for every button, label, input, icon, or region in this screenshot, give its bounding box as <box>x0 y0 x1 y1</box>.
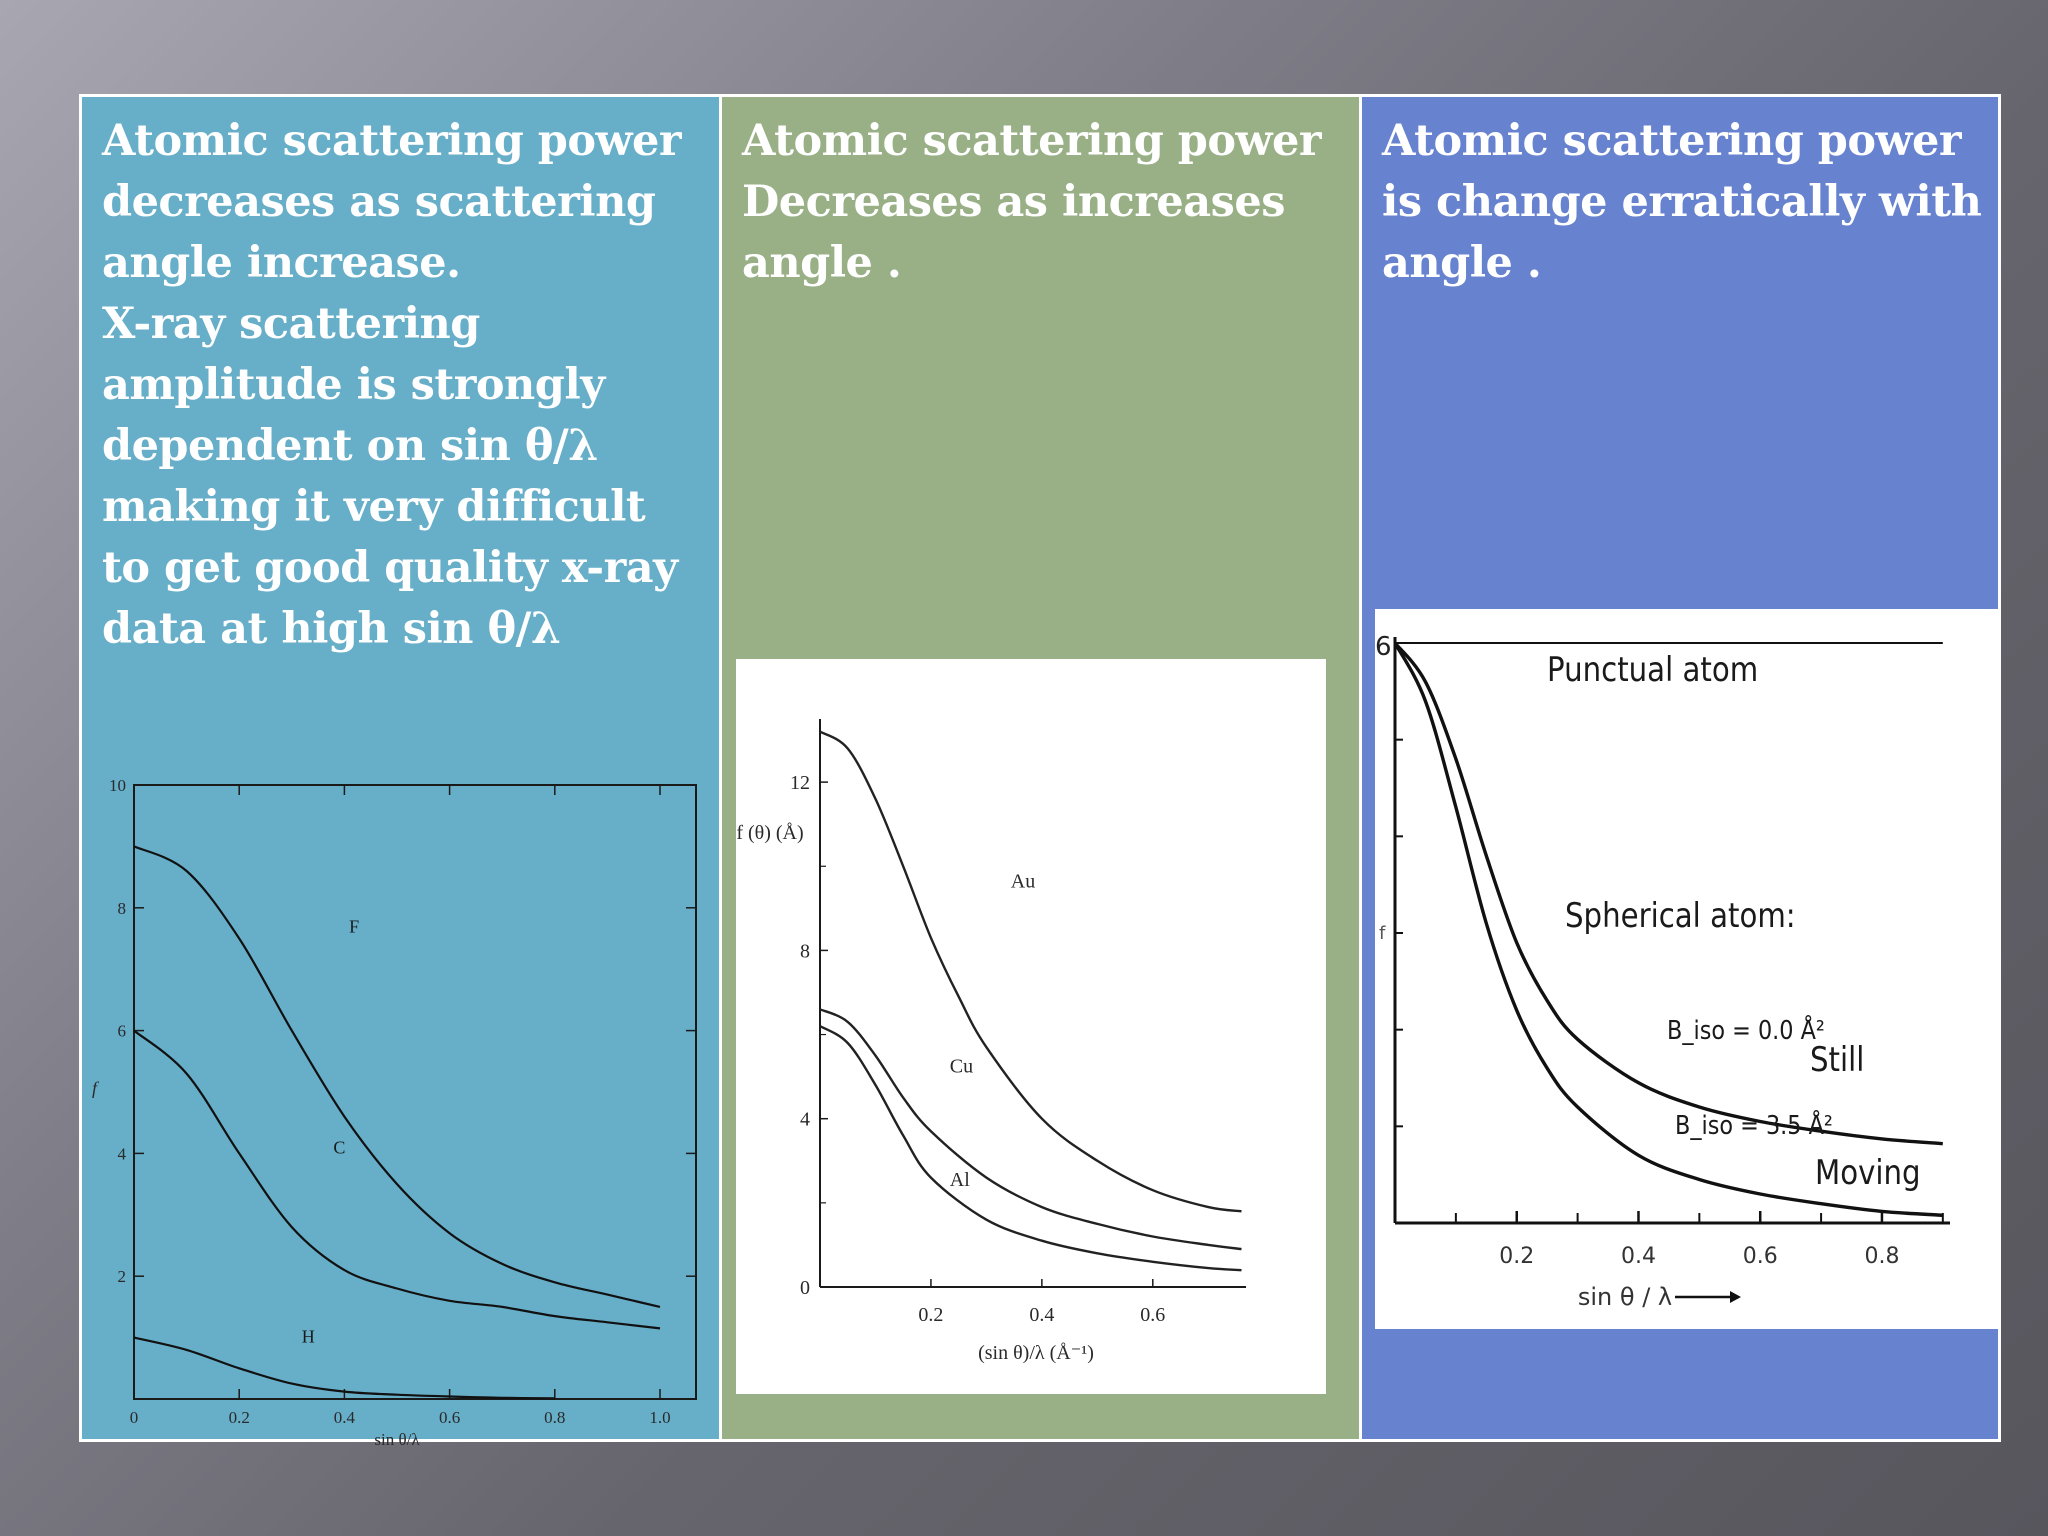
series-line-still <box>1393 641 1943 1146</box>
text-line: Atomic scattering power <box>742 116 1322 166</box>
y-tick-label: 6 <box>118 1022 127 1041</box>
series-line-F <box>133 845 661 1308</box>
y-tick-label: 4 <box>118 1144 127 1163</box>
column-1-text: Atomic scattering power decreases as sca… <box>102 111 709 660</box>
x-tick-label: 0 <box>130 1408 139 1427</box>
x-tick-label: 0.2 <box>229 1408 250 1427</box>
annotation-spherical-atom: Spherical atom: <box>1565 897 1796 936</box>
series-line-Al <box>819 1025 1242 1272</box>
y-axis-label: f <box>1379 923 1386 944</box>
x-tick-label: 0.8 <box>1864 1244 1899 1269</box>
x-axis-label: sin θ / λ <box>1578 1283 1672 1311</box>
column-3-text: Atomic scattering power is change errati… <box>1382 111 1988 294</box>
x-tick-label: 0.6 <box>1743 1244 1778 1269</box>
y-tick-label: 2 <box>118 1267 127 1286</box>
atomic-vibration-chart: 0.2 0.4 0.6 0.8 6 f sin θ / λ Punctual atom Sphe… <box>1375 609 2001 1329</box>
x-axis-arrowhead <box>1730 1291 1741 1303</box>
series-line-Cu <box>819 1008 1242 1251</box>
series-line-H <box>133 1336 555 1400</box>
series-line-Au <box>819 730 1242 1213</box>
text-line: angle increase. <box>102 238 461 288</box>
scattering-factor-chart-f-c-h: 0 0.2 0.4 0.6 0.8 1.0 2 4 6 8 10 sin θ/λ f F C H <box>82 687 702 1449</box>
text-line: Atomic scattering power <box>102 116 682 166</box>
text-line: is change erratically with <box>1382 177 1982 227</box>
x-tick-label: 0.6 <box>439 1408 460 1427</box>
x-tick-label: 0.2 <box>918 1304 943 1326</box>
y-axis-label: f (θ) (Å) <box>736 822 803 844</box>
annotation-moving: Moving <box>1815 1154 1921 1193</box>
series-label-Al: Al <box>950 1169 970 1191</box>
y-tick-label: 12 <box>790 772 810 794</box>
y-tick-label: 8 <box>118 899 127 918</box>
text-line: dependent on sin θ/λ <box>102 421 598 471</box>
y-tick-label: 10 <box>109 776 126 795</box>
x-axis-label: (sin θ)/λ (Å⁻¹) <box>978 1342 1094 1364</box>
x-tick-label: 1.0 <box>649 1408 670 1427</box>
annotation-biso-moving: B_iso = 3.5 Å² <box>1675 1109 1833 1140</box>
y-tick-label: 0 <box>800 1277 810 1299</box>
text-line: X-ray scattering <box>102 299 480 349</box>
x-tick-label: 0.8 <box>544 1408 565 1427</box>
series-line-C <box>133 1029 661 1330</box>
text-line: amplitude is strongly <box>102 360 605 410</box>
text-line: Decreases as increases <box>742 177 1285 227</box>
x-tick-label: 0.2 <box>1499 1244 1534 1269</box>
annotation-biso-still: B_iso = 0.0 Å² <box>1667 1014 1825 1045</box>
column-1: Atomic scattering power decreases as sca… <box>82 97 722 1449</box>
text-line: making it very difficult <box>102 482 646 532</box>
content-table: Atomic scattering power decreases as sca… <box>79 94 2001 1449</box>
column-2: Atomic scattering power Decreases as inc… <box>722 97 1362 1439</box>
text-line: to get good quality x-ray <box>102 543 678 593</box>
y-tick-label: 8 <box>800 940 810 962</box>
series-label-Cu: Cu <box>950 1055 973 1077</box>
text-line: decreases as scattering <box>102 177 656 227</box>
annotation-punctual-atom: Punctual atom <box>1547 651 1758 690</box>
annotation-still: Still <box>1810 1041 1864 1080</box>
x-tick-label: 0.4 <box>1621 1244 1656 1269</box>
text-line: angle . <box>742 238 902 288</box>
text-line: data at high sin θ/λ <box>102 604 561 654</box>
scattering-factor-chart-au-cu-al: 0.2 0.4 0.6 0 4 8 12 (sin θ)/λ (Å⁻¹) f (θ) (Å) Au… <box>736 659 1326 1394</box>
x-tick-label: 0.4 <box>334 1408 356 1427</box>
text-line: Atomic scattering power <box>1382 116 1962 166</box>
y-tick-label: 4 <box>800 1109 810 1131</box>
x-tick-label: 0.6 <box>1140 1304 1165 1326</box>
y-axis-label: f <box>92 1078 100 1098</box>
y-tick-label: 6 <box>1375 632 1392 662</box>
series-label-C: C <box>333 1137 345 1157</box>
text-line: angle . <box>1382 238 1542 288</box>
x-axis-label: sin θ/λ <box>374 1430 420 1449</box>
x-tick-label: 0.4 <box>1029 1304 1054 1326</box>
series-line-moving <box>1393 642 1943 1217</box>
series-label-F: F <box>349 916 359 936</box>
column-2-text: Atomic scattering power Decreases as inc… <box>742 111 1349 294</box>
column-3: Atomic scattering power is change errati… <box>1362 97 2001 1439</box>
plot-frame <box>133 784 697 1400</box>
series-label-H: H <box>302 1327 315 1347</box>
series-label-Au: Au <box>1011 870 1035 892</box>
